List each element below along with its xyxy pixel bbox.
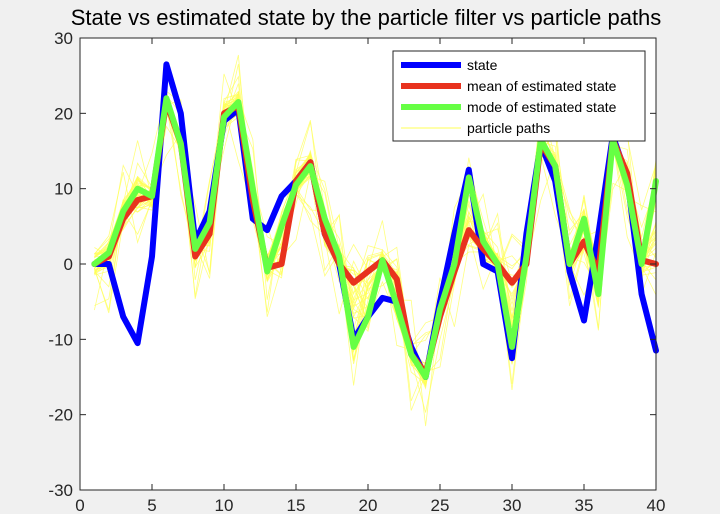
series-line-mode-of-estimated-state: [91, 95, 659, 380]
legend-label: particle paths: [467, 120, 550, 136]
y-tick-label: -10: [48, 330, 73, 349]
x-tick-label: 40: [647, 496, 666, 514]
x-tick-label: 0: [75, 496, 84, 514]
x-tick-label: 20: [359, 496, 378, 514]
x-tick-label: 35: [575, 496, 594, 514]
axis-ticks: 0 5 10 15 20 25 30 35 40 -30 -20 -10 0 10 20 30: [48, 29, 665, 514]
x-tick-label: 15: [287, 496, 306, 514]
y-tick-label: 20: [54, 104, 73, 123]
y-tick-label: -30: [48, 481, 73, 500]
y-tick-label: 10: [54, 180, 73, 199]
y-tick-label: -20: [48, 406, 73, 425]
legend-label: mean of estimated state: [467, 78, 617, 94]
x-tick-label: 25: [431, 496, 450, 514]
x-tick-label: 10: [215, 496, 234, 514]
legend-label: mode of estimated state: [467, 99, 617, 115]
x-tick-label: 30: [503, 496, 522, 514]
y-tick-label: 30: [54, 29, 73, 48]
y-tick-label: 0: [64, 255, 73, 274]
x-tick-label: 5: [147, 496, 156, 514]
series-layer: [91, 61, 659, 380]
chart-title: State vs estimated state by the particle…: [71, 5, 662, 30]
legend-label: state: [467, 57, 498, 73]
legend: state mean of estimated state mode of esti…: [392, 50, 646, 142]
